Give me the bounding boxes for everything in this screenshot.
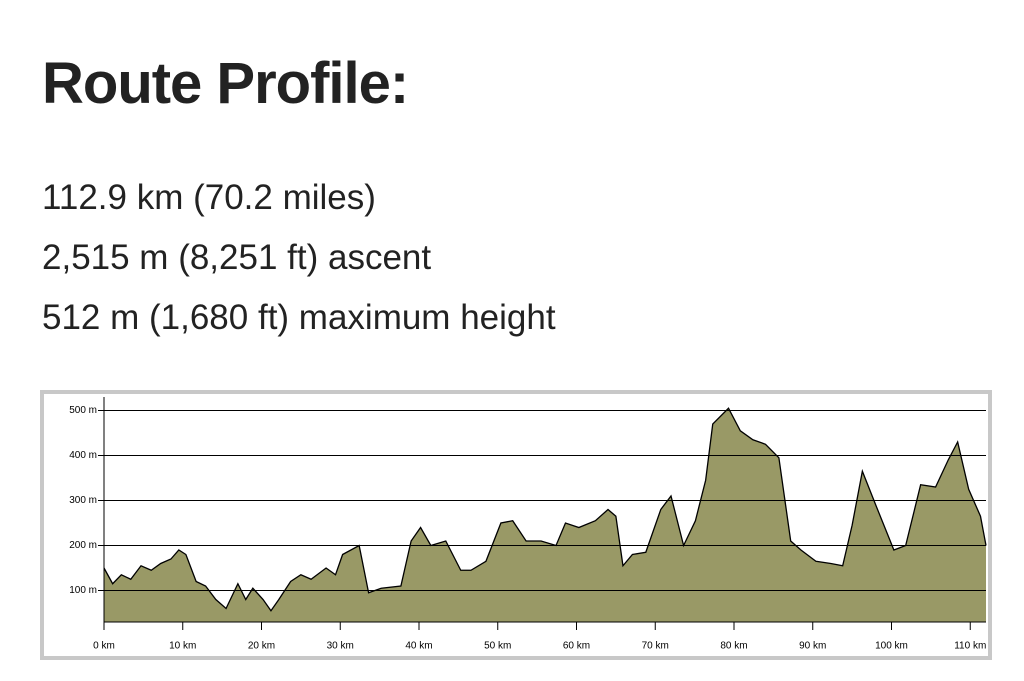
ascent: 2,515 m (8,251 ft) ascent	[42, 238, 432, 277]
y-tick-label: 300 m	[69, 495, 97, 506]
x-tick-label: 60 km	[563, 641, 590, 652]
elevation-line	[103, 407, 987, 612]
x-tick-label: 110 km	[954, 641, 986, 652]
y-tick-label: 100 m	[69, 585, 97, 596]
x-tick-label: 40 km	[405, 641, 432, 652]
y-tick-label: 500 m	[69, 405, 97, 416]
y-tick-label: 200 m	[69, 540, 97, 551]
x-tick-label: 20 km	[248, 641, 275, 652]
x-tick-label: 70 km	[642, 641, 669, 652]
x-tick-label: 0 km	[93, 641, 115, 652]
x-tick-label: 50 km	[484, 641, 511, 652]
max-height: 512 m (1,680 ft) maximum height	[42, 298, 556, 337]
distance: 112.9 km (70.2 miles)	[42, 178, 376, 217]
x-tick-label: 30 km	[327, 641, 354, 652]
title: Route Profile:	[42, 51, 409, 116]
x-tick-label: 10 km	[169, 641, 196, 652]
elevation-area	[104, 408, 986, 622]
y-tick-label: 400 m	[69, 450, 97, 461]
x-tick-label: 90 km	[799, 641, 826, 652]
x-tick-label: 80 km	[720, 641, 747, 652]
x-tick-label: 100 km	[875, 641, 908, 652]
